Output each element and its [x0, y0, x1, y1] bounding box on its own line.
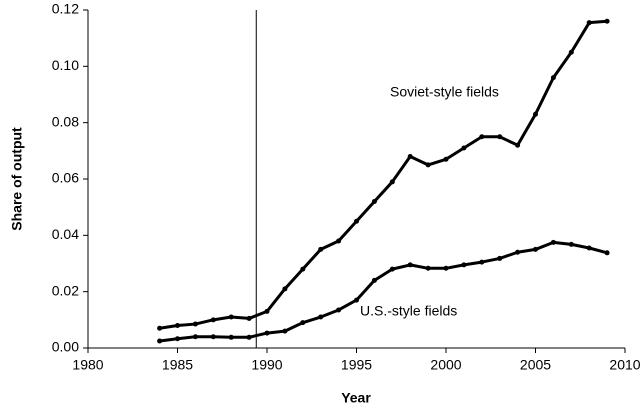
point	[443, 156, 449, 162]
point	[515, 142, 521, 148]
point	[157, 325, 163, 331]
point	[318, 314, 324, 320]
point	[425, 162, 431, 168]
x-tick-label: 1990	[251, 357, 282, 373]
point	[443, 265, 449, 271]
point	[354, 218, 359, 224]
point	[371, 277, 377, 283]
y-tick-label: 0.08	[52, 113, 79, 129]
point	[533, 246, 538, 252]
point	[389, 266, 395, 272]
point	[175, 322, 180, 328]
x-tick-label: 1995	[341, 357, 372, 373]
point	[282, 286, 288, 292]
point	[300, 320, 306, 326]
series-label: U.S.-style fields	[360, 303, 457, 319]
x-tick-label: 2005	[520, 357, 551, 373]
x-axis-title: Year	[341, 390, 371, 406]
point	[568, 49, 574, 55]
point	[568, 241, 574, 247]
point	[407, 262, 413, 268]
point	[461, 145, 467, 151]
point	[497, 255, 503, 261]
point	[461, 262, 467, 268]
point	[246, 334, 252, 340]
point	[407, 153, 413, 159]
point	[228, 314, 234, 320]
point	[586, 20, 592, 26]
point	[336, 238, 342, 244]
point	[497, 134, 503, 140]
point	[479, 134, 485, 140]
point	[300, 266, 306, 272]
point	[479, 259, 485, 265]
x-tick-label: 1980	[72, 357, 103, 373]
series-line	[159, 240, 608, 343]
point	[371, 199, 377, 205]
point	[336, 307, 342, 313]
y-axis-title: Share of output	[9, 127, 25, 231]
y-tick-label: 0.02	[52, 282, 79, 298]
x-tick-label: 2010	[609, 357, 640, 373]
point	[515, 249, 521, 255]
point	[264, 330, 270, 336]
point	[192, 321, 198, 327]
point	[550, 239, 556, 245]
point	[354, 297, 359, 303]
point	[192, 334, 198, 340]
point	[175, 336, 180, 342]
point	[210, 317, 216, 323]
point	[228, 334, 234, 340]
series-line	[159, 19, 608, 330]
point	[604, 18, 610, 24]
point	[157, 338, 163, 344]
point	[282, 328, 288, 334]
point	[550, 75, 556, 81]
point	[425, 265, 431, 271]
point	[586, 245, 592, 251]
y-tick-label: 0.00	[52, 339, 79, 355]
point	[389, 179, 395, 185]
x-tick-label: 1985	[162, 357, 193, 373]
point	[246, 315, 252, 321]
series-label: Soviet-style fields	[390, 84, 499, 100]
y-tick-label: 0.04	[52, 226, 79, 242]
point	[533, 111, 538, 117]
y-tick-label: 0.12	[52, 1, 79, 17]
y-tick-label: 0.10	[52, 57, 79, 73]
x-tick-label: 2000	[430, 357, 461, 373]
y-tick-label: 0.06	[52, 170, 79, 186]
point	[318, 246, 324, 252]
point	[210, 334, 216, 340]
point	[264, 308, 270, 314]
point	[604, 250, 610, 256]
